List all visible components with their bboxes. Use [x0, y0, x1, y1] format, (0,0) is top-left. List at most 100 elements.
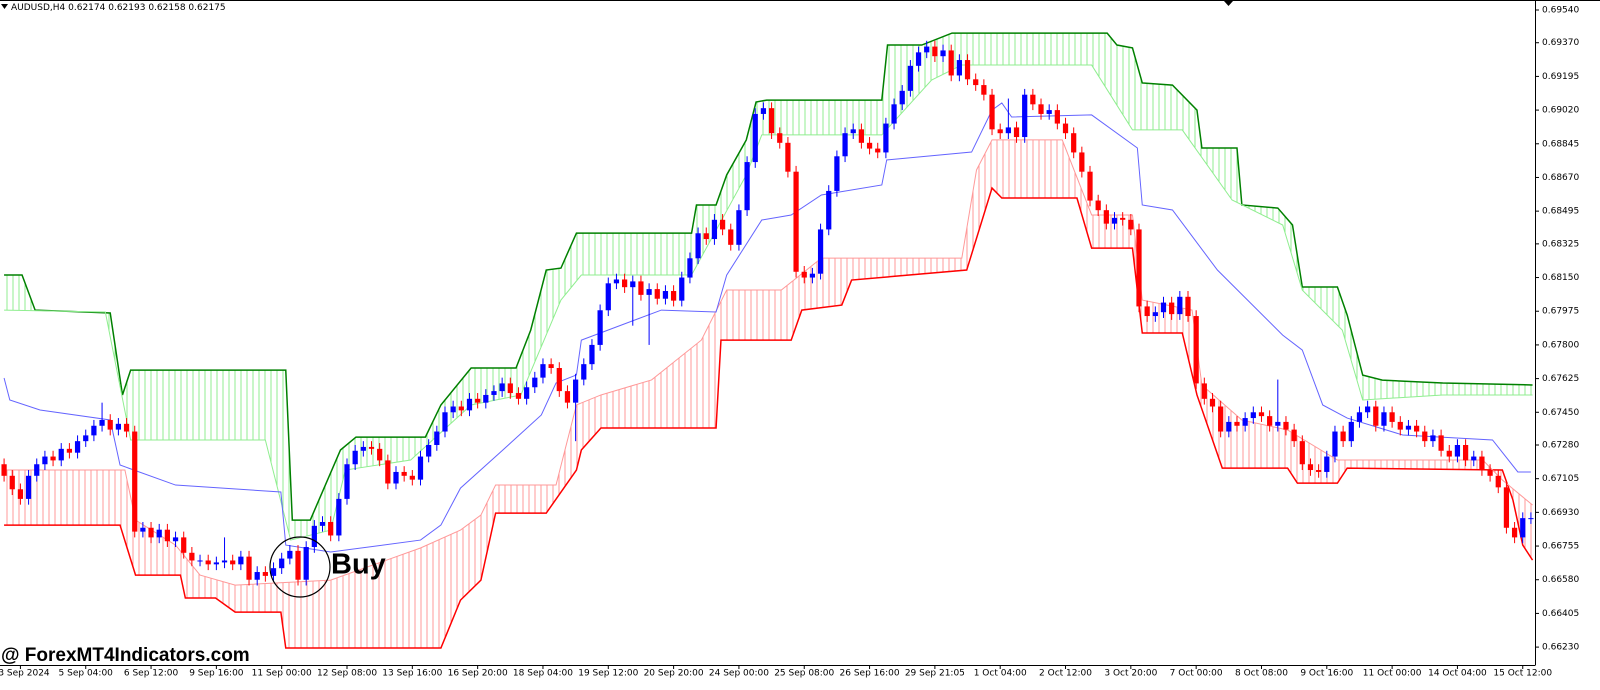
candle-body [1299, 441, 1305, 465]
x-tick-label: 14 Oct 04:00 [1428, 669, 1487, 679]
candle-body [597, 310, 603, 345]
quote-high: 0.62193 [108, 3, 145, 13]
candle-body [140, 527, 146, 532]
y-tick-label: 0.66930 [1542, 508, 1579, 518]
candle-body [613, 279, 620, 284]
line-layer [3, 32, 1534, 649]
candle-body [123, 423, 130, 432]
candle-body [66, 448, 73, 453]
candle-body [1340, 431, 1346, 442]
candle-body [858, 129, 865, 143]
candle-body [907, 65, 913, 91]
candle-body [973, 79, 979, 86]
candle-body [1511, 527, 1518, 538]
candle-body [17, 489, 24, 499]
candle-body [1120, 217, 1126, 220]
candle-body [752, 113, 758, 163]
candle-body [564, 391, 571, 403]
candle-body [1495, 475, 1501, 488]
candle-body [1291, 429, 1297, 442]
candle-body [1209, 398, 1216, 407]
y-tick-label: 0.66230 [1542, 643, 1579, 653]
candle-body [475, 398, 481, 403]
candle-layer [1, 40, 1534, 586]
candle-body [1185, 296, 1191, 317]
candle-body [491, 391, 497, 395]
candle-body [1381, 412, 1387, 426]
x-tick-label: 15 Oct 12:00 [1493, 669, 1552, 679]
candle-body [866, 142, 873, 149]
candle-body [785, 142, 791, 172]
candle-body [319, 521, 326, 526]
indicator-line [3, 102, 1531, 553]
candle-body [1446, 450, 1452, 457]
candle-body [1283, 421, 1289, 430]
candle-body [246, 556, 252, 580]
candle-body [1471, 456, 1477, 461]
candle-body [1160, 302, 1167, 313]
candle-body [442, 412, 448, 432]
candle-body [801, 271, 807, 278]
candle-body [1356, 412, 1363, 422]
candle-body [34, 464, 40, 476]
candle-body [336, 498, 342, 536]
candle-body [1413, 425, 1420, 432]
candle-body [368, 446, 375, 449]
candle-body [850, 129, 856, 134]
candle-body [891, 104, 897, 124]
candle-body [1373, 406, 1379, 426]
candle-body [1079, 152, 1085, 172]
candle-body [25, 475, 32, 499]
candle-body [1324, 456, 1330, 472]
buy-label: Buy [331, 549, 386, 581]
candle-body [426, 445, 432, 457]
candle-body [417, 456, 424, 480]
candle-body [303, 547, 309, 580]
candle-body [1103, 210, 1109, 224]
y-tick-label: 0.66405 [1542, 609, 1579, 619]
candle-body [744, 162, 750, 211]
shift-marker [1224, 1, 1233, 6]
candle-body [1005, 127, 1011, 134]
candle-body [1177, 296, 1183, 315]
candle-body [1046, 110, 1052, 114]
candle-body [638, 281, 644, 295]
candle-body [238, 556, 244, 565]
candle-body [197, 560, 203, 562]
candle-body [1, 464, 7, 476]
buy-circle [269, 536, 331, 598]
candle-body [1454, 445, 1461, 457]
x-tick-label: 3 Oct 20:00 [1104, 669, 1157, 679]
candle-body [434, 431, 440, 446]
candle-body [1397, 421, 1403, 430]
candle-body [115, 423, 122, 430]
candle-body [393, 471, 399, 484]
y-tick-label: 0.67105 [1542, 474, 1579, 484]
candle-body [883, 123, 889, 153]
candle-body [1152, 312, 1158, 317]
candle-body [262, 572, 268, 576]
candle-body [181, 537, 187, 553]
candle-body [279, 558, 285, 569]
candle-body [515, 393, 522, 399]
candle-body [352, 450, 358, 465]
candle-body [899, 90, 905, 105]
candle-body [156, 529, 162, 538]
x-tick-label: 26 Sep 16:00 [840, 669, 900, 679]
candle-body [989, 94, 995, 130]
candle-body [622, 279, 628, 288]
candle-body [548, 364, 554, 369]
candle-body [834, 156, 840, 191]
candle-body [466, 398, 473, 411]
candle-body [1087, 171, 1093, 201]
candle-body [817, 229, 824, 274]
candle-body [956, 60, 962, 76]
candle-body [1111, 217, 1118, 224]
x-tick-label: 9 Oct 16:00 [1300, 669, 1353, 679]
x-tick-label: 3 Sep 2024 [0, 669, 50, 679]
candle-body [254, 572, 260, 580]
y-tick-label: 0.66755 [1542, 542, 1579, 552]
indicator-line [4, 139, 1533, 586]
y-tick-label: 0.68150 [1542, 273, 1579, 283]
candle-body [654, 289, 660, 299]
